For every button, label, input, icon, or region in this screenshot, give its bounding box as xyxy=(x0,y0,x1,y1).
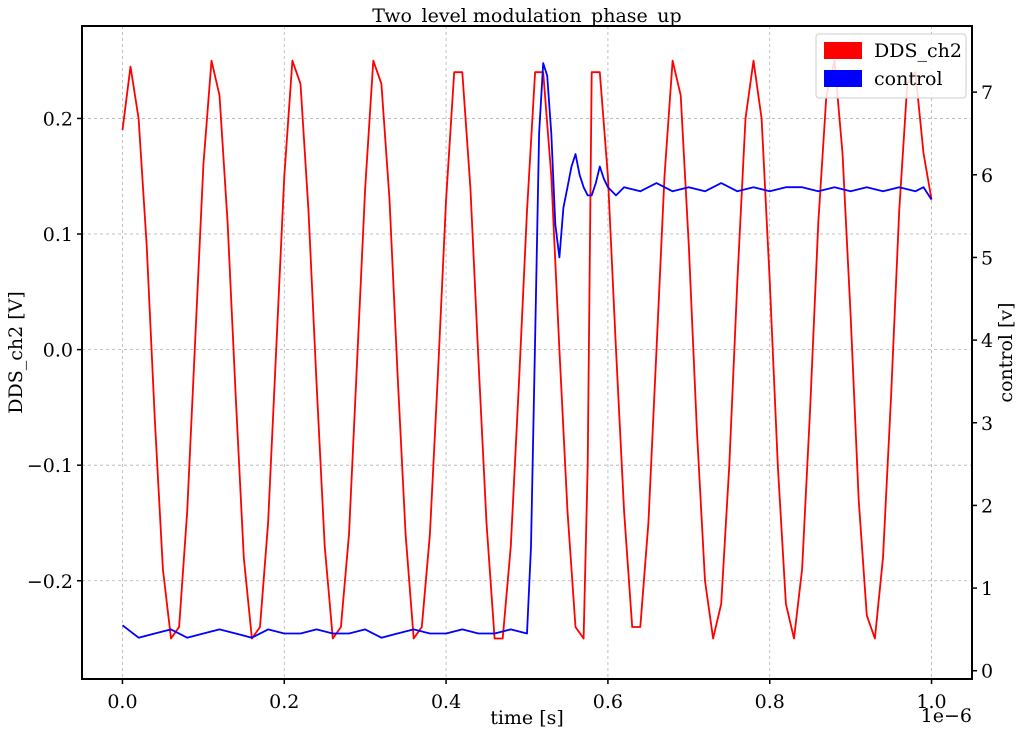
x-axis-label: time [s] xyxy=(490,707,564,729)
y-right-tick-label: 3 xyxy=(981,413,993,435)
plot-area-frame xyxy=(81,25,973,680)
series-layer xyxy=(121,59,933,640)
legend-swatch-dds-ch2 xyxy=(824,42,862,59)
legend-label-dds-ch2: DDS_ch2 xyxy=(874,40,962,62)
legend-swatch-control xyxy=(824,70,862,87)
y-axis-right-label: control [v] xyxy=(995,302,1017,402)
x-axis-offset-label: 1e−6 xyxy=(921,705,972,727)
x-tick-label: 0.8 xyxy=(755,691,785,713)
series-line-control xyxy=(121,62,933,639)
x-tick-label: 0.4 xyxy=(431,691,461,713)
y-right-tick-label: 1 xyxy=(981,578,993,600)
y-right-tick-label: 4 xyxy=(981,330,993,352)
x-tick-label: 0.0 xyxy=(107,691,137,713)
y-right-tick-label: 6 xyxy=(981,165,993,187)
x-tick-label: 0.2 xyxy=(269,691,299,713)
y-right-tick-label: 7 xyxy=(981,82,993,104)
grid xyxy=(82,26,972,679)
y-left-tick-label: −0.2 xyxy=(27,571,73,593)
ticks: 0.0 0.2 0.4 0.6 0.8 1.0 0.2 0.1 0.0 −0.1 −0.2 0 1 2 3 4… xyxy=(27,82,993,713)
legend-label-control: control xyxy=(874,68,943,90)
y-left-tick-label: 0.1 xyxy=(43,224,73,246)
chart-title: Two_level modulation_phase_up xyxy=(372,5,681,27)
x-tick-label: 0.6 xyxy=(593,691,623,713)
legend: DDS_ch2 control xyxy=(815,33,967,99)
y-right-tick-label: 0 xyxy=(981,661,993,683)
y-right-tick-label: 2 xyxy=(981,495,993,517)
y-left-tick-label: −0.1 xyxy=(27,455,73,477)
y-right-tick-label: 5 xyxy=(981,247,993,269)
x-tick-label: 1.0 xyxy=(916,691,946,713)
series-line-dds-ch2 xyxy=(121,59,933,640)
y-axis-left-label: DDS_ch2 [V] xyxy=(5,291,27,414)
y-left-tick-label: 0.0 xyxy=(43,340,73,362)
y-left-tick-label: 0.2 xyxy=(43,108,73,130)
